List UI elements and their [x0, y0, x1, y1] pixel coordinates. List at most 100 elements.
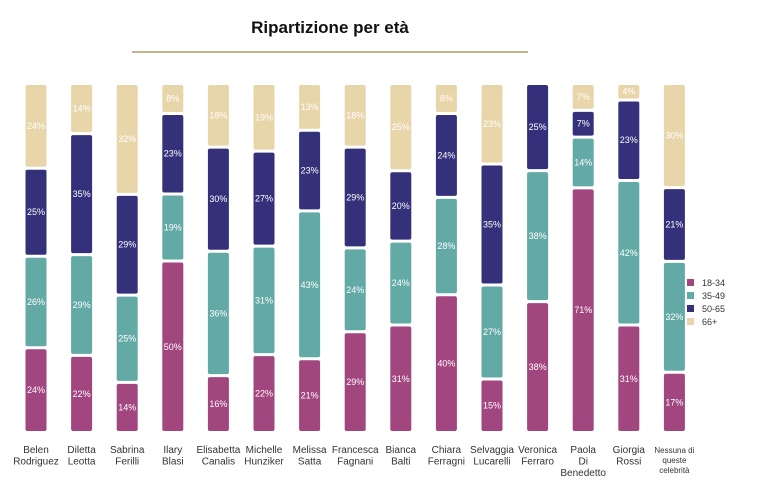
bar-segment-18-34 [435, 296, 457, 431]
data-label: 29% [118, 240, 136, 250]
data-label: 14% [574, 157, 592, 167]
bar-segment-50-65 [207, 148, 229, 250]
legend-label: 35-49 [702, 290, 726, 301]
bar-segment-35-49 [253, 247, 275, 354]
data-label: 24% [346, 285, 364, 295]
bar-segment-35-49 [116, 296, 138, 381]
bar-segment-66plus [390, 85, 412, 170]
bar-segment-50-65 [253, 152, 275, 245]
bar-segment-66plus [116, 85, 138, 193]
bar-segment-66plus [299, 85, 321, 129]
bar-segment-18-34 [25, 349, 47, 431]
bar-segment-50-65 [663, 189, 685, 260]
category-label: Belen Rodriguez [13, 445, 59, 468]
data-label: 38% [529, 231, 547, 241]
legend-swatch [687, 318, 694, 325]
bar-segment-50-65 [299, 131, 321, 210]
bar-segment-66plus [572, 85, 594, 109]
bar-segment-66plus [435, 85, 457, 112]
bar-segment-35-49 [618, 181, 640, 324]
data-label: 27% [255, 194, 273, 204]
category-label: Nessuna di queste celebrità [654, 446, 694, 475]
bar-segment-35-49 [207, 252, 229, 375]
data-label: 23% [483, 119, 501, 129]
data-label: 32% [118, 134, 136, 144]
legend-item: 35-49 [687, 289, 725, 302]
bar-segment-66plus [618, 85, 640, 99]
data-label: 30% [665, 131, 683, 141]
bar-segment-18-34 [344, 333, 366, 431]
data-label: 17% [665, 397, 683, 407]
bar-segment-66plus [162, 85, 184, 112]
data-label: 35% [73, 189, 91, 199]
category-label: Elisabetta Canalis [196, 445, 240, 468]
bar-segment-50-65 [618, 101, 640, 179]
legend-item: 50-65 [687, 302, 725, 315]
bar-segment-35-49 [435, 198, 457, 294]
category-label: Sabrina Ferilli [110, 445, 145, 468]
data-label: 8% [166, 93, 179, 103]
legend-item: 18-34 [687, 276, 725, 289]
data-label: 24% [27, 121, 45, 131]
legend-swatch [687, 292, 694, 299]
data-label: 18% [346, 110, 364, 120]
data-label: 21% [301, 391, 319, 401]
bar-segment-50-65 [71, 135, 93, 254]
legend-label: 18-34 [702, 277, 726, 288]
bar-segment-66plus [663, 85, 685, 187]
data-label: 22% [73, 389, 91, 399]
data-label: 25% [27, 207, 45, 217]
data-label: 14% [73, 104, 91, 114]
bar-segment-50-65 [481, 165, 503, 284]
bar-segment-18-34 [299, 360, 321, 431]
bar-segment-35-49 [527, 172, 549, 301]
category-label: Veronica Ferraro [518, 445, 557, 468]
bar-segment-50-65 [25, 169, 47, 255]
bar-segment-18-34 [207, 377, 229, 431]
category-label: Francesca Fagnani [332, 445, 379, 468]
bar-segment-66plus [25, 85, 47, 167]
category-label: Michelle Hunziker [244, 445, 284, 468]
data-label: 43% [301, 280, 319, 290]
data-label: 31% [255, 295, 273, 305]
data-label: 32% [665, 312, 683, 322]
data-label: 19% [255, 112, 273, 122]
legend-label: 66+ [702, 316, 718, 327]
category-label: Diletta Leotta [67, 445, 96, 468]
category-label: Selvaggia Lucarelli [470, 445, 514, 468]
data-label: 18% [209, 110, 227, 120]
data-label: 29% [73, 300, 91, 310]
data-label: 24% [392, 278, 410, 288]
bar-segment-66plus [71, 85, 93, 133]
data-label: 21% [665, 219, 683, 229]
bar-segment-50-65 [527, 85, 549, 170]
bar-segment-35-49 [71, 256, 93, 354]
category-label: Melissa Satta [293, 445, 327, 468]
category-label: Bianca Balti [386, 445, 417, 468]
data-label: 19% [164, 222, 182, 232]
category-label: Ilary Blasi [162, 445, 184, 468]
data-label: 26% [27, 297, 45, 307]
bar-segment-50-65 [572, 111, 594, 136]
bar-segment-18-34 [116, 383, 138, 431]
bar-segment-18-34 [481, 380, 503, 431]
data-label: 13% [301, 102, 319, 112]
category-label: Giorgia Rossi [613, 445, 646, 468]
bar-segment-35-49 [344, 249, 366, 331]
bar-segment-35-49 [481, 286, 503, 378]
bar-segment-18-34 [71, 356, 93, 431]
bar-segment-50-65 [344, 148, 366, 247]
bar-segment-35-49 [25, 257, 47, 347]
data-label: 28% [437, 241, 455, 251]
data-label: 14% [118, 402, 136, 412]
data-label: 35% [483, 219, 501, 229]
legend-swatch [687, 279, 694, 286]
data-label: 25% [392, 122, 410, 132]
bar-segment-18-34 [663, 373, 685, 431]
legend-item: 66+ [687, 315, 725, 328]
bar-segment-18-34 [527, 303, 549, 431]
category-label: Chiara Ferragni [428, 445, 465, 468]
legend-label: 50-65 [702, 303, 726, 314]
data-label: 27% [483, 327, 501, 337]
